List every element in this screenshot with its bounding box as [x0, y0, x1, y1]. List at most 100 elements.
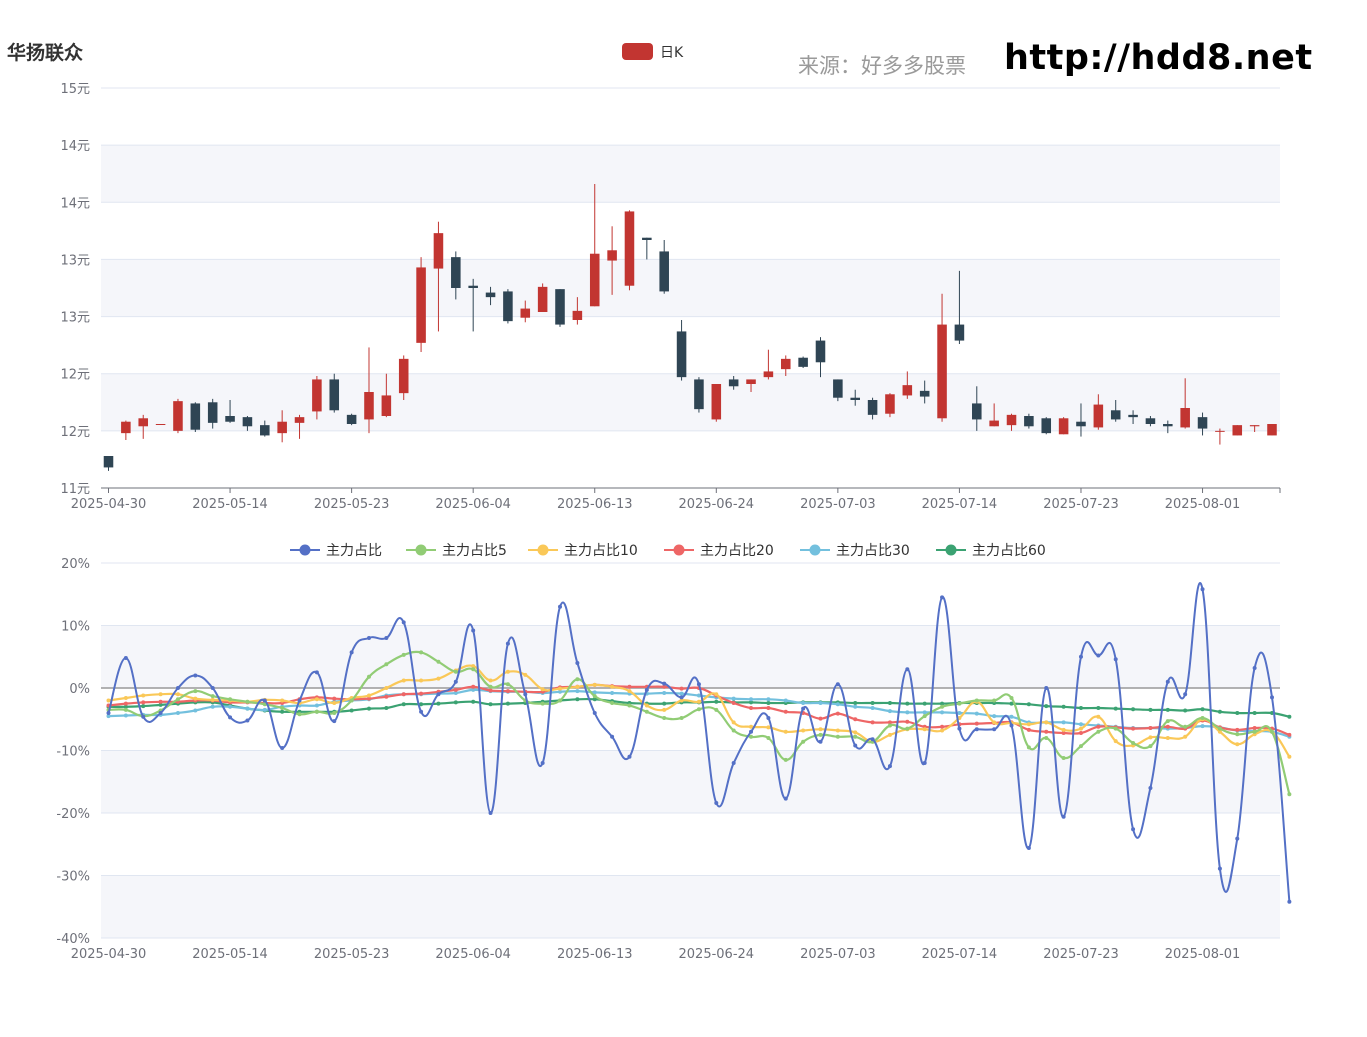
series-point [488, 688, 493, 693]
candle [607, 226, 617, 295]
series-point [193, 673, 198, 678]
series-point [158, 692, 163, 697]
candle-body [902, 385, 913, 396]
candle [1215, 428, 1225, 445]
series-point [453, 679, 458, 684]
ratio-y-tick-label: 10% [61, 620, 90, 635]
series-point [210, 694, 215, 699]
series-point [141, 704, 146, 709]
legend-dot [673, 544, 685, 556]
series-point [210, 697, 215, 702]
series-point [610, 684, 615, 689]
series-point [419, 650, 424, 655]
series-point [523, 672, 528, 677]
series-point [1061, 731, 1066, 735]
series-point [123, 701, 128, 706]
legend-item-主力占比10[interactable]: 主力占比10 [528, 543, 638, 559]
series-point [1148, 786, 1153, 790]
series-point [662, 701, 667, 706]
candle-body [485, 292, 496, 298]
series-point [436, 701, 441, 706]
series-point [1148, 735, 1153, 740]
series-point [714, 707, 719, 712]
series-point [210, 704, 215, 709]
series-point [193, 689, 198, 694]
series-point [1061, 704, 1066, 709]
kline-legend[interactable]: 日K [622, 43, 684, 61]
series-point [731, 720, 736, 725]
series-point [245, 718, 250, 723]
candle [1163, 420, 1173, 434]
candle-body [312, 379, 322, 412]
series-point [1217, 866, 1222, 871]
series-point [1165, 679, 1170, 684]
series-point [1252, 726, 1257, 730]
series-point [974, 711, 979, 716]
candle [1041, 417, 1052, 435]
ratio-y-tick-label: -30% [56, 870, 90, 885]
series-point [366, 636, 371, 640]
series-point [696, 682, 701, 687]
series-point [332, 701, 337, 705]
candle-body [433, 233, 444, 269]
series-point [401, 692, 406, 697]
series-point [558, 698, 563, 703]
series-point [419, 691, 424, 696]
candle-body [642, 237, 652, 240]
candle [451, 251, 461, 300]
candle [589, 184, 600, 307]
series-point [1148, 707, 1153, 712]
candle-body [833, 379, 843, 398]
series-point [662, 707, 667, 712]
series-point [905, 701, 910, 706]
series-point [1235, 711, 1240, 715]
series-point [1096, 714, 1101, 719]
series-point [297, 712, 302, 717]
legend-dot [537, 544, 549, 556]
series-point [1183, 724, 1188, 729]
legend-item-主力占比20[interactable]: 主力占比20 [664, 543, 774, 559]
series-point [783, 796, 788, 801]
legend-item-主力占比5[interactable]: 主力占比5 [406, 543, 507, 559]
legend-item-主力占比[interactable]: 主力占比 [290, 543, 382, 559]
series-point [314, 670, 319, 675]
series-point [175, 686, 180, 690]
ratio-y-tick-label: -10% [56, 745, 90, 760]
series-point [280, 698, 285, 703]
candle [850, 389, 860, 406]
series-point [228, 715, 233, 720]
candle-body [138, 418, 149, 427]
legend-item-主力占比30[interactable]: 主力占比30 [800, 543, 910, 559]
candle [763, 349, 774, 380]
series-point [766, 697, 771, 702]
legend-item-主力占比60[interactable]: 主力占比60 [936, 543, 1046, 559]
candle-body [381, 395, 392, 416]
series-point [384, 706, 389, 710]
series-point [662, 716, 667, 720]
series-point [1061, 814, 1066, 819]
series-point [974, 698, 979, 703]
series-point [957, 711, 962, 715]
kline-x-tick-label: 2025-08-01 [1165, 497, 1241, 512]
series-point [714, 801, 719, 805]
ratio-x-tick-label: 2025-06-13 [557, 947, 633, 962]
series-point [175, 692, 180, 697]
candle [902, 371, 913, 399]
ratio-band [101, 875, 1280, 938]
candle-body [398, 358, 409, 394]
series-point [592, 690, 597, 695]
series-point [1113, 726, 1118, 731]
series-point [193, 708, 198, 713]
series-point [314, 703, 319, 708]
site-url[interactable]: http://hdd8.net [1004, 38, 1313, 78]
ratio-legend[interactable]: 主力占比 主力占比5 主力占比10 主力占比20 主力占比30 主力占比60 [290, 543, 1046, 559]
series-point [592, 682, 597, 687]
series-point [558, 689, 563, 694]
series-point [1217, 726, 1222, 731]
candle-body [1215, 430, 1225, 432]
candle-body [1128, 414, 1138, 418]
series-point [471, 684, 476, 689]
series-point [158, 702, 163, 707]
candle-body [242, 417, 253, 427]
series-point [349, 698, 354, 703]
